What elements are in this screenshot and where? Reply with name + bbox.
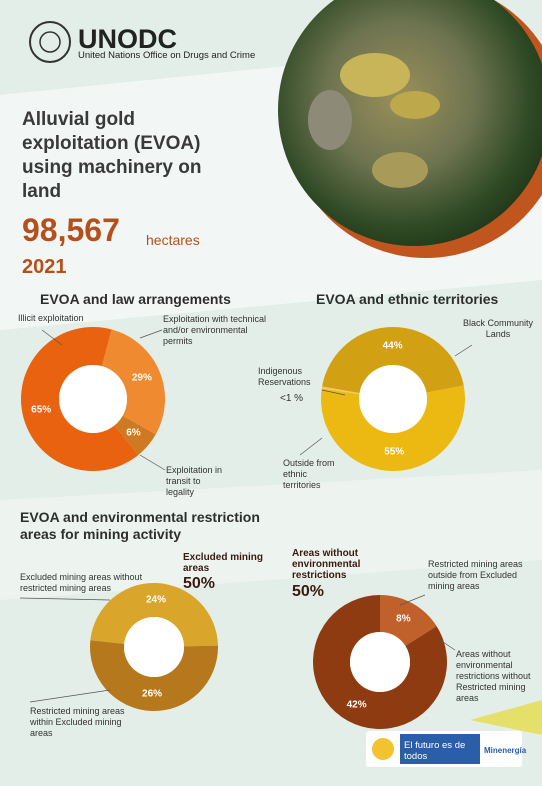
value-label: <1 % [280, 393, 304, 404]
value-label: 42% [346, 699, 367, 710]
donut-segment [312, 595, 447, 730]
leader-line [139, 329, 163, 339]
donut-hole [350, 632, 410, 692]
leader-line [41, 329, 63, 346]
leader-line [399, 594, 426, 606]
section-title: EVOA and environmental restriction areas… [20, 509, 260, 542]
category-label: Restricted mining areas outside from Exc… [428, 559, 523, 591]
donut-segment [114, 415, 156, 455]
footer-emblem [372, 738, 394, 760]
logo-emblem [39, 31, 61, 53]
main-title: Alluvial gold exploitation (EVOA) using … [22, 109, 202, 202]
donut-segment [321, 385, 465, 472]
footer-ministry: Minenergía [484, 746, 527, 755]
donut-segment [20, 326, 139, 471]
category-label: Illicit exploitation [18, 313, 84, 323]
photo [278, 0, 542, 246]
value-label: 8% [396, 613, 411, 625]
area-unit: hectares [146, 232, 200, 248]
category-label: Exploitation in transit to legality [166, 465, 223, 497]
org: UNODC [78, 24, 177, 54]
org-full: United Nations Office on Drugs and Crime [78, 50, 256, 61]
leader-line [139, 454, 166, 471]
logo-emblem [29, 21, 71, 63]
leader-line [19, 597, 111, 601]
photo-detail [372, 152, 428, 188]
value-label: 29% [131, 372, 152, 384]
leader-line [454, 344, 473, 357]
donut-segment [322, 326, 464, 394]
value-label: 55% [384, 446, 405, 458]
donut-segment [89, 640, 218, 712]
chart-subtitle: Areas without environmental restrictions [292, 548, 361, 581]
category-label: Restricted mining areas within Excluded … [30, 706, 125, 738]
chart-title: EVOA and law arrangements [40, 291, 231, 307]
bg-shape [470, 700, 542, 735]
leader-line [29, 689, 111, 703]
donut-segment [380, 595, 437, 646]
footer-band [400, 734, 480, 764]
value-label: 24% [145, 594, 166, 606]
value-label: 65% [31, 404, 52, 416]
photo-detail [308, 90, 352, 150]
chart-total: 50% [292, 583, 325, 600]
value-label: 44% [382, 340, 403, 352]
donut-segment [321, 386, 360, 395]
photo-detail [390, 91, 440, 119]
bg-shape [0, 470, 542, 600]
footer-slogan: El futuro es de todos [404, 740, 466, 762]
year: 2021 [22, 256, 67, 278]
donut-hole [124, 617, 184, 677]
chart-subtitle: Excluded mining areas [183, 552, 264, 574]
donut-segment [101, 329, 165, 435]
value-label: 26% [142, 688, 163, 700]
leader-line [321, 389, 346, 396]
area: 98,567 [22, 212, 120, 248]
donut-segment [90, 583, 218, 647]
category-label: Indigenous Reservations [258, 366, 311, 387]
donut-hole [359, 365, 427, 433]
donut-hole [59, 365, 127, 433]
category-label: Black Community Lands [462, 318, 534, 339]
category-label: Outside from ethnic territories [283, 458, 335, 490]
chart-total: 50% [183, 575, 216, 592]
category-label: Excluded mining areas without restricted… [20, 572, 143, 593]
chart-title: EVOA and ethnic territories [316, 291, 499, 307]
category-label: Exploitation with technical and/or envir… [163, 314, 267, 346]
leader-line [299, 437, 323, 456]
value-label: 6% [126, 427, 141, 439]
leader-line [439, 639, 456, 651]
photo-detail [340, 53, 410, 97]
category-label: Areas without environmental restrictions… [456, 649, 531, 703]
